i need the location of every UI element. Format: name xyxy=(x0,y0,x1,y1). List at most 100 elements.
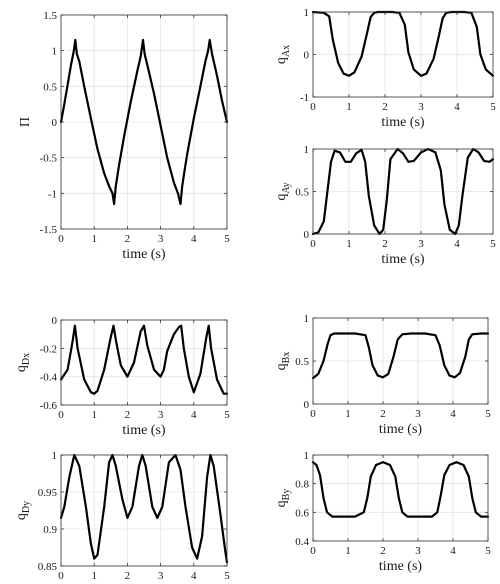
y-tick-label: 0 xyxy=(304,399,310,411)
x-tick-label: 1 xyxy=(345,545,351,557)
y-axis-label: qAx xyxy=(274,45,292,64)
y-axis-label: qDy xyxy=(14,501,32,520)
series-line-qBy xyxy=(311,461,490,518)
y-tick-label: 1 xyxy=(304,313,310,325)
y-tick-label: 0 xyxy=(52,117,58,129)
x-tick-label: 5 xyxy=(490,238,496,250)
chart-pi: 0 1 2 3 4 5 -1.5 -1 -0.5 0 0.5 1 1.5 time (s) Π xyxy=(18,10,230,262)
x-tick-label: 2 xyxy=(125,570,131,582)
x-axis-label: time (s) xyxy=(122,423,165,438)
x-tick-label: 0 xyxy=(58,233,64,245)
x-tick-label: 2 xyxy=(382,101,388,113)
y-tick-label: -1.5 xyxy=(40,224,58,236)
x-tick-label: 0 xyxy=(310,238,316,250)
x-tick-label: 5 xyxy=(485,545,491,557)
y-tick-label: 0 xyxy=(52,315,58,327)
x-tick-label: 4 xyxy=(191,409,197,421)
x-tick-label: 3 xyxy=(418,238,424,250)
x-tick-label: 0 xyxy=(58,409,64,421)
x-tick-label: 1 xyxy=(346,238,352,250)
series-line-qBx xyxy=(311,332,490,380)
x-tick-label: 3 xyxy=(415,545,421,557)
series-line-qAx xyxy=(311,10,495,77)
y-tick-label: -0.6 xyxy=(40,400,58,412)
x-tick-label: 4 xyxy=(191,570,197,582)
x-tick-label: 2 xyxy=(380,408,386,420)
chart-qBx: 0 1 2 3 4 5 0 0.5 1 time (s) qBx xyxy=(274,313,491,437)
y-tick-label: 1.5 xyxy=(43,10,57,22)
x-tick-label: 5 xyxy=(490,101,496,113)
y-tick-label: 1 xyxy=(304,144,310,156)
y-tick-label: 0.4 xyxy=(295,536,309,548)
y-tick-label: -1 xyxy=(48,188,57,200)
y-tick-label: 1 xyxy=(52,46,58,58)
x-tick-label: 4 xyxy=(454,238,460,250)
y-tick-label: 0.6 xyxy=(295,507,309,519)
x-tick-label: 5 xyxy=(485,408,491,420)
x-tick-label: 0 xyxy=(310,101,316,113)
y-tick-label: 1 xyxy=(304,450,310,462)
axes-box xyxy=(60,319,228,406)
x-tick-label: 1 xyxy=(345,408,351,420)
y-tick-label: 1 xyxy=(52,450,58,462)
series-line-qDx xyxy=(59,324,229,395)
series-line-qDy xyxy=(59,453,229,564)
x-tick-label: 2 xyxy=(382,238,388,250)
y-tick-label: 0.5 xyxy=(43,81,57,93)
x-axis-label: time (s) xyxy=(381,115,424,130)
x-tick-label: 3 xyxy=(158,409,164,421)
x-tick-label: 2 xyxy=(125,233,131,245)
x-tick-label: 3 xyxy=(415,408,421,420)
x-tick-label: 2 xyxy=(380,545,386,557)
y-axis-label: qDx xyxy=(14,353,32,372)
x-tick-label: 3 xyxy=(158,570,164,582)
y-axis-label: qAy xyxy=(274,182,292,200)
x-tick-label: 4 xyxy=(450,545,456,557)
x-tick-label: 0 xyxy=(58,570,64,582)
x-axis-label: time (s) xyxy=(379,422,422,437)
y-tick-label: 0 xyxy=(304,50,310,62)
y-tick-label: -0.2 xyxy=(40,343,57,355)
x-tick-label: 1 xyxy=(346,101,352,113)
axes-box xyxy=(312,454,489,542)
y-tick-label: 0.5 xyxy=(295,356,309,368)
x-tick-label: 4 xyxy=(191,233,197,245)
y-axis-label: qBx xyxy=(274,352,292,371)
y-axis-label: Π xyxy=(18,117,33,127)
x-tick-label: 4 xyxy=(454,101,460,113)
x-tick-label: 1 xyxy=(91,233,97,245)
chart-qBy: 0 1 2 3 4 5 0.4 0.6 0.8 1 time (s) qBy xyxy=(274,450,491,574)
y-tick-label: -0.5 xyxy=(40,153,58,165)
x-axis-label: time (s) xyxy=(122,247,165,262)
y-tick-label: 0.9 xyxy=(43,524,57,536)
series-line-pi xyxy=(59,38,229,206)
x-tick-label: 4 xyxy=(450,408,456,420)
y-tick-label: 0.8 xyxy=(295,479,309,491)
y-tick-label: -1 xyxy=(300,92,309,104)
chart-qAy: 0 1 2 3 4 5 0 0.5 1 time (s) qAy xyxy=(274,144,496,267)
y-tick-label: 1 xyxy=(304,7,310,19)
x-tick-label: 0 xyxy=(310,408,316,420)
y-tick-label: 0.85 xyxy=(38,561,58,573)
x-tick-label: 5 xyxy=(224,233,230,245)
x-tick-label: 5 xyxy=(224,570,230,582)
x-tick-label: 5 xyxy=(224,409,230,421)
x-tick-label: 3 xyxy=(158,233,164,245)
x-tick-label: 1 xyxy=(91,409,97,421)
x-tick-label: 3 xyxy=(418,101,424,113)
axes-box xyxy=(60,454,228,567)
x-axis-label: time (s) xyxy=(381,252,424,267)
y-tick-label: 0 xyxy=(304,229,310,241)
y-tick-label: 0.5 xyxy=(295,187,309,199)
x-tick-label: 0 xyxy=(310,545,316,557)
y-tick-label: -0.4 xyxy=(40,372,58,384)
chart-qDx: 0 1 2 3 4 5 -0.6 -0.4 -0.2 0 time (s) qDx xyxy=(14,315,230,438)
x-axis-label: time (s) xyxy=(379,559,422,574)
y-tick-label: 0.95 xyxy=(38,487,58,499)
y-axis-label: qBy xyxy=(274,489,292,508)
x-tick-label: 1 xyxy=(91,570,97,582)
x-tick-label: 2 xyxy=(125,409,131,421)
